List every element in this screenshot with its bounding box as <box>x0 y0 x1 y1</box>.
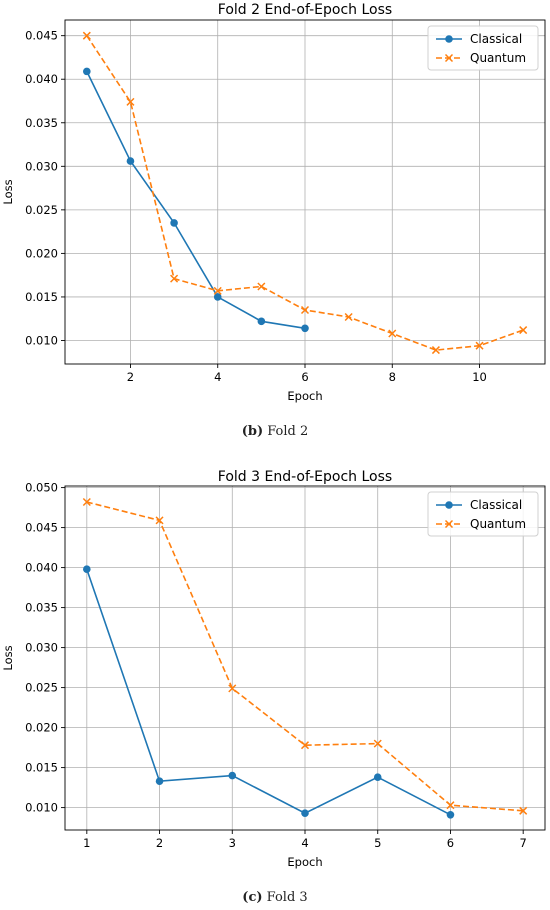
data-point <box>228 684 237 693</box>
data-point <box>446 811 455 819</box>
legend: Classical Quantum <box>427 491 539 537</box>
data-point <box>301 809 309 817</box>
x-tick-label: 6 <box>301 370 308 384</box>
legend-marker <box>444 519 454 529</box>
legend: Classical Quantum <box>427 25 539 71</box>
x-tick-label: 1 <box>83 836 90 850</box>
legend-marker <box>445 501 453 509</box>
caption-text: Fold 2 <box>267 424 309 439</box>
x-tick-label: 3 <box>229 836 236 850</box>
x-axis-label: Epoch <box>287 389 322 403</box>
legend-label: Classical <box>470 32 522 46</box>
y-tick-label: 0.015 <box>25 290 58 304</box>
y-tick-label: 0.040 <box>25 561 58 575</box>
y-tick-label: 0.025 <box>25 203 58 217</box>
y-tick-label: 0.025 <box>25 681 58 695</box>
y-tick-label: 0.040 <box>25 72 58 86</box>
caption-fold-2: (b) Fold 2 <box>0 424 550 439</box>
x-tick-label: 4 <box>301 836 308 850</box>
series-classical <box>83 67 309 333</box>
data-point <box>213 293 222 301</box>
chart-2: 2 4 6 8 10 0.010 0.015 0.020 0.025 0.030 0.035 0.04… <box>1 2 546 403</box>
y-tick-label: 0.050 <box>25 481 58 495</box>
y-tick-label: 0.045 <box>25 521 58 535</box>
data-point <box>373 739 382 748</box>
caption-fold-3: (c) Fold 3 <box>0 890 550 905</box>
x-tick-label: 4 <box>214 370 221 384</box>
legend-label: Classical <box>470 498 522 512</box>
y-tick-label: 0.045 <box>25 29 58 43</box>
x-tick-label: 6 <box>447 836 454 850</box>
chart-title: Fold 2 End-of-Epoch Loss <box>218 2 392 18</box>
x-tick-label: 2 <box>127 370 134 384</box>
chart-title: Fold 3 End-of-Epoch Loss <box>218 469 392 485</box>
legend-marker <box>445 35 453 43</box>
y-tick-label: 0.010 <box>25 333 58 347</box>
y-tick-label: 0.010 <box>25 801 58 815</box>
y-tick-label: 0.015 <box>25 761 58 775</box>
data-point <box>170 274 179 283</box>
data-point <box>82 497 91 507</box>
grid <box>65 486 545 830</box>
data-point <box>301 324 309 333</box>
y-tick-label: 0.035 <box>25 116 58 130</box>
y-tick-label: 0.020 <box>25 721 58 735</box>
data-point <box>300 305 310 315</box>
data-point <box>373 773 382 781</box>
data-point <box>126 157 135 165</box>
series-line <box>86 568 451 816</box>
data-point <box>228 771 237 780</box>
series-quantum <box>82 497 528 815</box>
y-tick-label: 0.030 <box>25 641 58 655</box>
series-quantum <box>82 31 528 355</box>
data-point <box>475 341 484 350</box>
data-point <box>388 329 397 338</box>
x-axis-label: Epoch <box>287 855 322 869</box>
data-point <box>344 312 353 322</box>
legend-marker <box>444 53 454 63</box>
data-point <box>83 67 91 76</box>
series-line <box>86 71 306 330</box>
y-tick-label: 0.030 <box>25 159 58 173</box>
x-tick-label: 10 <box>472 370 487 384</box>
data-point <box>431 346 440 355</box>
data-point <box>170 219 178 227</box>
data-point <box>300 741 310 750</box>
data-point <box>83 565 91 573</box>
grid <box>65 20 545 364</box>
legend-box <box>427 25 539 71</box>
data-point <box>126 97 135 106</box>
legend-label: Quantum <box>470 517 526 531</box>
data-point <box>155 777 164 785</box>
y-tick-label: 0.020 <box>25 246 58 260</box>
series-classical <box>83 565 455 819</box>
legend-label: Quantum <box>470 51 526 65</box>
y-axis-label: Loss <box>1 645 15 670</box>
caption-tag: (c) <box>242 890 263 905</box>
caption-text: Fold 3 <box>266 890 308 905</box>
data-point <box>257 317 266 326</box>
data-point <box>446 801 455 810</box>
data-point <box>82 31 91 40</box>
data-point <box>257 282 266 291</box>
legend-box <box>427 491 539 537</box>
y-tick-label: 0.035 <box>25 601 58 615</box>
caption-tag: (b) <box>241 424 264 439</box>
data-point <box>213 286 222 295</box>
x-tick-label: 5 <box>374 836 381 850</box>
x-tick-label: 7 <box>520 836 527 850</box>
data-point <box>519 326 528 335</box>
data-point <box>155 516 164 525</box>
x-tick-label: 8 <box>389 370 396 384</box>
chart-3: 1 2 3 4 5 6 7 0.010 0.015 0.020 0.025 0.030 0.035 0.0… <box>1 469 546 869</box>
data-point <box>519 806 528 815</box>
y-axis-label: Loss <box>1 179 15 204</box>
x-tick-label: 2 <box>156 836 163 850</box>
